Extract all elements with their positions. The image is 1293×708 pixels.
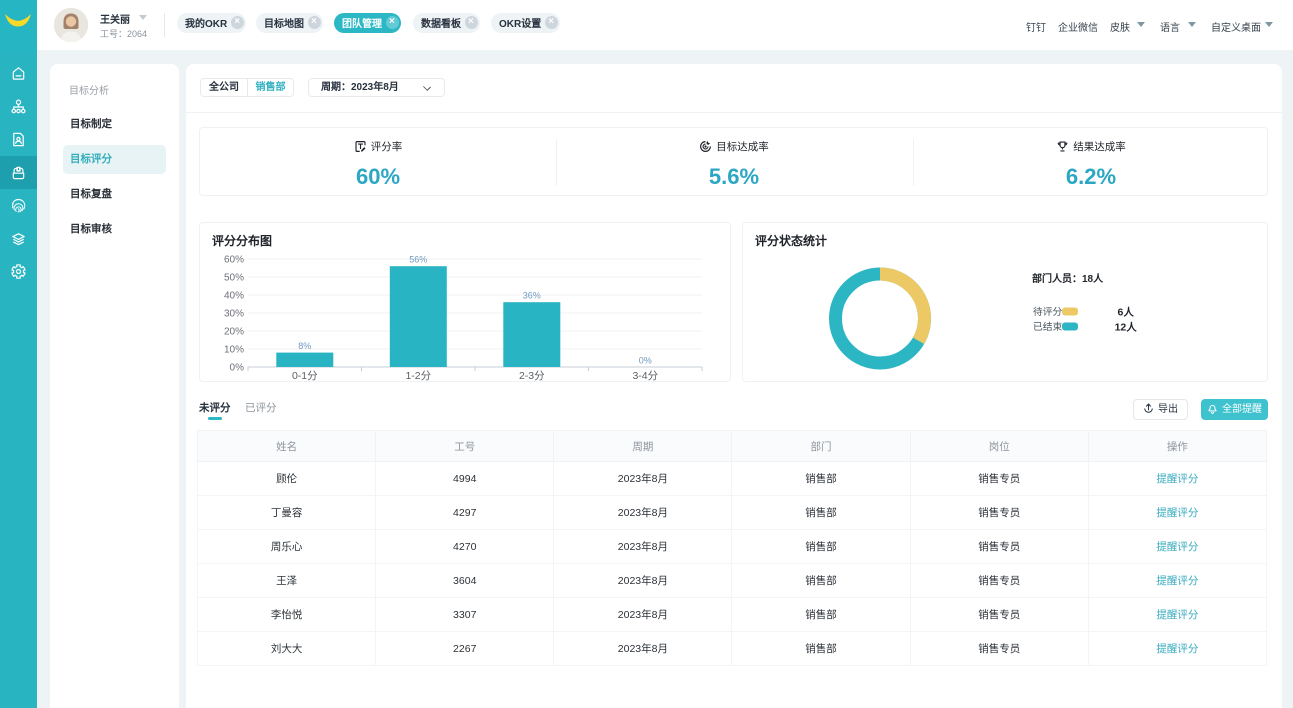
svg-text:20%: 20% xyxy=(224,327,244,338)
svg-text:0-1分: 0-1分 xyxy=(292,370,318,381)
svg-text:10%: 10% xyxy=(224,345,244,356)
svg-text:0%: 0% xyxy=(230,363,245,374)
svg-text:50%: 50% xyxy=(224,273,244,284)
svg-text:12人: 12人 xyxy=(1115,321,1138,334)
svg-text:部门人员：18人: 部门人员：18人 xyxy=(1032,272,1104,285)
svg-text:2-3分: 2-3分 xyxy=(519,370,545,381)
svg-text:1-2分: 1-2分 xyxy=(405,370,431,381)
svg-text:56%: 56% xyxy=(409,255,427,265)
svg-text:待评分: 待评分 xyxy=(1033,305,1062,318)
svg-text:已结束: 已结束 xyxy=(1033,320,1062,333)
svg-text:60%: 60% xyxy=(224,255,244,266)
svg-text:8%: 8% xyxy=(298,341,311,351)
svg-text:6人: 6人 xyxy=(1118,306,1135,319)
svg-text:30%: 30% xyxy=(224,309,244,320)
svg-text:36%: 36% xyxy=(523,291,541,301)
svg-text:0%: 0% xyxy=(639,356,652,366)
svg-text:40%: 40% xyxy=(224,291,244,302)
svg-text:3-4分: 3-4分 xyxy=(632,370,658,381)
